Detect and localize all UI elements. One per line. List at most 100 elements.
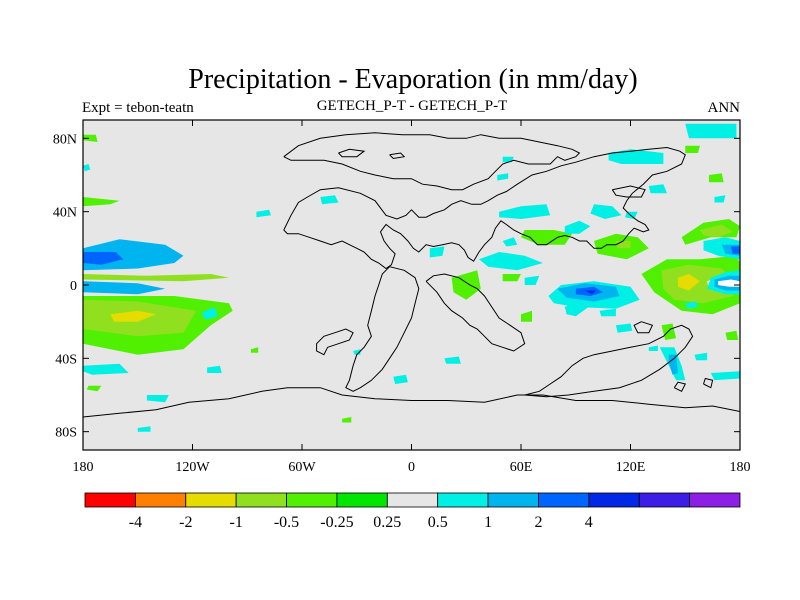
y-tick-label-3: 40S [55,352,77,367]
coastline-4 [316,328,354,356]
colorbar-box-9 [538,492,590,508]
y-tick-label-0: 80N [53,132,77,147]
coastline-5 [425,273,526,352]
colorbar-box-0 [84,492,136,508]
colorbar-box-8 [487,492,539,508]
contour-region-62 [685,301,698,309]
contour-region-63 [661,323,677,340]
coastline-2 [283,132,581,191]
contour-region-7 [83,363,129,375]
contour-region-6 [110,310,156,322]
y-axis: 80N 40N 0 40S 80S [53,132,740,441]
contour-region-71 [137,426,151,432]
contour-region-18 [444,356,461,364]
contour-region-34 [615,241,631,249]
y-tick-label-4: 80S [55,426,77,441]
contour-region-61 [699,224,733,238]
colorbar-box-5 [336,492,388,508]
contour-region-65 [668,354,678,375]
coastline-3 [345,266,420,392]
x-tick-label-6: 180 [730,460,751,475]
contour-region-59 [730,246,740,254]
colorbar-box-11 [638,492,691,508]
colorbar-box-3 [235,492,287,508]
x-tick-label-3: 0 [408,460,415,475]
contour-region-67 [725,330,739,340]
coastline-8 [611,185,646,198]
contour-region-15 [256,209,271,218]
x-tick-label-0: 180 [73,460,94,475]
contour-region-48 [599,308,616,317]
colorbar-box-2 [185,492,237,508]
contour-region-51 [661,264,733,304]
colorbar-box-7 [437,492,489,508]
left-label: Expt = tebon-teatn [82,100,194,116]
y-tick-label-2: 0 [70,279,77,294]
colorbar-label-7: 1 [484,514,492,531]
contour-region-16 [320,195,339,205]
x-tick-label-1: 120W [175,460,210,475]
colorbar-box-12 [689,492,741,508]
contour-region-36 [685,123,737,139]
x-axis: 180 120W 60W 0 60E 120E 180 [73,120,751,475]
x-tick-label-4: 60E [510,460,533,475]
contour-region-35 [608,149,664,164]
colorbar-label-9: 4 [585,514,593,531]
coastlines [83,132,740,418]
contour-region-41 [648,184,667,194]
contour-region-27 [499,204,551,219]
center-label: GETECH_P-T - GETECH_P-T [317,98,508,114]
contour-region-66 [694,352,708,361]
contour-region-42 [714,195,726,203]
contour-region-11 [201,307,218,320]
coastline-1 [283,146,686,270]
right-label: ANN [708,100,741,116]
colorbar-box-6 [386,492,439,508]
coastline-0 [83,387,740,418]
contour-region-70 [342,417,352,423]
coastline-12 [703,377,714,389]
contour-region-10 [83,164,91,172]
colorbar-box-4 [286,492,338,508]
contour-region-1 [83,252,124,265]
x-tick-label-5: 120E [616,460,646,475]
contour-region-26 [479,252,543,271]
colorbar-label-0: -4 [129,514,142,531]
contour-region-49 [615,323,633,333]
contour-region-23 [524,275,540,285]
contour-region-43 [709,173,724,183]
colorbar-label-8: 2 [535,514,543,531]
contour-region-9 [83,197,120,207]
contour-region-30 [564,220,591,234]
contour-region-52 [678,274,700,291]
contour-region-38 [685,145,700,153]
contour-region-31 [590,204,622,219]
contour-region-2 [83,274,229,282]
colorbar-box-10 [588,492,640,508]
contour-regions [83,123,740,432]
contour-region-3 [83,281,166,295]
coastline-6 [524,324,694,398]
y-tick-label-1: 40N [53,206,77,221]
contour-region-12 [250,347,259,353]
coastline-7 [633,321,654,334]
colorbar-label-1: -2 [179,514,192,531]
map-area [82,119,741,451]
contour-region-20 [429,246,445,258]
contour-region-14 [207,365,222,373]
contour-region-17 [393,374,408,384]
chart-title: Precipitation - Evaporation (in mm/day) [188,64,637,95]
colorbar-label-6: 0.5 [428,514,448,531]
contour-region-47 [584,290,596,295]
contour-region-69 [648,345,658,351]
colorbar-label-4: -0.25 [320,514,353,531]
contour-region-29 [502,237,518,247]
colorbar-label-3: -0.5 [274,514,299,531]
colorbar: -4 -2 -1 -0.5 -0.25 0.25 0.5 1 2 4 [84,492,741,531]
contour-region-24 [521,310,532,322]
colorbar-label-5: 0.25 [373,514,401,531]
contour-region-22 [502,274,521,282]
map-background [83,120,740,450]
contour-region-13 [146,395,169,403]
